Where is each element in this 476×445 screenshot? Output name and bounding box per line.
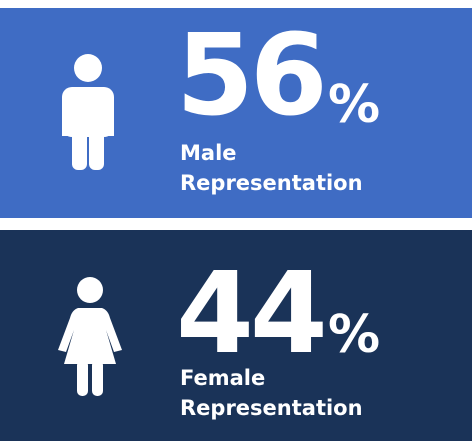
female-icon — [58, 277, 122, 396]
stat-unit: % — [328, 75, 380, 135]
stat-label: Female — [180, 366, 265, 390]
stat-label: Male — [180, 141, 237, 165]
stat-label: Representation — [180, 171, 363, 195]
stat-value: 56 — [176, 11, 324, 141]
male-icon — [62, 54, 114, 170]
stat-label: Representation — [180, 396, 363, 420]
stat-value: 44 — [176, 249, 324, 379]
stat-unit: % — [328, 305, 380, 365]
